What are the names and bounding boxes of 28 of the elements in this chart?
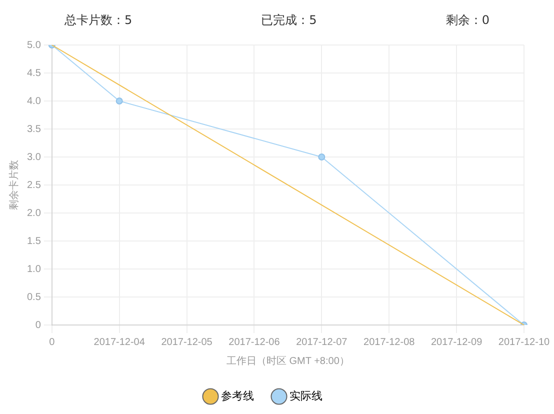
x-tick-label: 2017-12-06 [228,336,280,348]
y-tick-label: 5.0 [26,40,42,51]
point [116,98,123,104]
x-tick-label: 2017-12-08 [364,336,416,348]
x-tick-label: 0 [49,336,56,348]
x-tick-label: 2017-12-07 [296,336,348,348]
y-tick-label: 2.0 [26,208,42,219]
y-tick-label: 2.5 [26,180,42,191]
y-tick-label: 1.0 [26,264,42,275]
y-tick-label: 1.5 [26,236,42,247]
y-tick-label: 4.0 [26,96,42,107]
x-axis-title: 工作日（时区 GMT +8:00） [226,354,350,367]
text: 总卡片数：5 [64,12,132,28]
y-tick-label: 3.5 [26,124,42,135]
x-tick-label: 2017-12-09 [430,336,483,348]
y-tick-label: 0 [35,320,42,331]
x-tick-label: 2017-12-04 [94,336,146,348]
point [318,154,326,160]
y-tick-label: 0.5 [26,292,42,303]
y-axis-title: 剩余卡片数 [8,160,20,210]
legend-label: 实际线 [290,390,322,403]
x-tick-label: 2017-12-10 [498,336,550,348]
text: 剩余：0 [446,12,490,28]
text: 已完成：5 [261,12,317,28]
y-tick-label: 4.5 [26,68,42,79]
legend-label: 参考线 [221,390,254,403]
y-tick-label: 3.0 [26,152,42,163]
x-tick-label: 2017-12-05 [161,336,213,348]
